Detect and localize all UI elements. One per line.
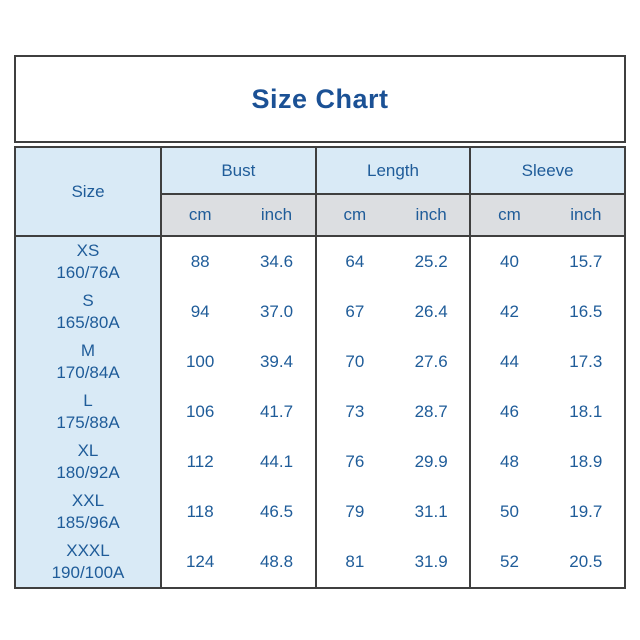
value-cell-bust-cm: 88	[161, 236, 239, 287]
size-spec: 180/92A	[56, 463, 120, 482]
group-header-row: Size Bust Length Sleeve	[15, 147, 625, 237]
value-cell-length-inch: 26.4	[392, 287, 471, 337]
value-cell-length-cm: 70	[314, 337, 393, 387]
value-cell-length-inch: 31.9	[392, 537, 471, 588]
value-cell-bust-inch: 41.7	[238, 387, 316, 437]
value-cell-sleeve-inch: 16.5	[547, 287, 625, 337]
table-row: S 165/80A 94 37.0 67 26.4 42 16.5	[15, 287, 625, 337]
column-header-length: Length	[314, 147, 471, 195]
size-cell: L 175/88A	[15, 387, 162, 437]
size-cell: M 170/84A	[15, 337, 162, 387]
column-header-size: Size	[15, 147, 162, 237]
unit-header-bust-cm: cm	[161, 194, 239, 237]
value-cell-sleeve-inch: 18.1	[547, 387, 625, 437]
value-cell-bust-cm: 118	[161, 487, 239, 537]
size-spec: 190/100A	[51, 563, 125, 582]
value-cell-sleeve-cm: 52	[469, 537, 548, 588]
size-chart-container: Size Chart Size Bust Length Sleeve cm in…	[14, 55, 626, 589]
table-row: XS 160/76A 88 34.6 64 25.2 40 15.7	[15, 236, 625, 287]
size-cell: XXXL 190/100A	[15, 537, 162, 588]
size-label: M	[80, 340, 96, 360]
page-title: Size Chart	[251, 83, 389, 114]
value-cell-bust-cm: 112	[161, 437, 239, 487]
value-cell-sleeve-cm: 40	[469, 236, 548, 287]
title-box: Size Chart	[14, 55, 626, 143]
size-table: Size Bust Length Sleeve cm inch cm inch …	[14, 146, 626, 589]
size-label: XL	[77, 440, 99, 460]
size-label: XS	[76, 240, 100, 260]
value-cell-sleeve-cm: 42	[469, 287, 548, 337]
value-cell-bust-inch: 39.4	[238, 337, 316, 387]
size-table-body: XS 160/76A 88 34.6 64 25.2 40 15.7 S 165/80A 94 37.…	[15, 236, 625, 588]
size-table-header: Size Bust Length Sleeve cm inch cm inch …	[15, 147, 625, 237]
value-cell-length-inch: 25.2	[392, 236, 471, 287]
value-cell-length-inch: 31.1	[392, 487, 471, 537]
value-cell-length-inch: 28.7	[392, 387, 471, 437]
unit-header-length-inch: inch	[392, 194, 471, 237]
value-cell-length-cm: 79	[314, 487, 393, 537]
size-label: XXXL	[66, 540, 110, 560]
unit-header-sleeve-cm: cm	[469, 194, 548, 237]
size-spec: 185/96A	[56, 513, 120, 532]
unit-header-bust-inch: inch	[238, 194, 316, 237]
size-label: L	[83, 390, 93, 410]
value-cell-sleeve-inch: 20.5	[547, 537, 625, 588]
value-cell-sleeve-inch: 15.7	[547, 236, 625, 287]
value-cell-bust-inch: 48.8	[238, 537, 316, 588]
value-cell-length-cm: 81	[314, 537, 393, 588]
table-row: XXL 185/96A 118 46.5 79 31.1 50 19.7	[15, 487, 625, 537]
size-label: S	[82, 290, 94, 310]
value-cell-sleeve-cm: 44	[469, 337, 548, 387]
value-cell-bust-inch: 34.6	[238, 236, 316, 287]
size-label: XXL	[71, 490, 105, 510]
value-cell-length-inch: 27.6	[392, 337, 471, 387]
value-cell-bust-inch: 46.5	[238, 487, 316, 537]
value-cell-length-cm: 76	[314, 437, 393, 487]
unit-header-sleeve-inch: inch	[547, 194, 625, 237]
size-spec: 175/88A	[56, 413, 120, 432]
value-cell-bust-cm: 94	[161, 287, 239, 337]
column-header-bust: Bust	[161, 147, 316, 195]
size-cell: XL 180/92A	[15, 437, 162, 487]
value-cell-length-inch: 29.9	[392, 437, 471, 487]
value-cell-sleeve-inch: 17.3	[547, 337, 625, 387]
table-row: XL 180/92A 112 44.1 76 29.9 48 18.9	[15, 437, 625, 487]
table-row: L 175/88A 106 41.7 73 28.7 46 18.1	[15, 387, 625, 437]
unit-header-row: cm inch cm inch cm inch	[15, 194, 625, 237]
column-header-sleeve: Sleeve	[469, 147, 625, 195]
table-row: XXXL 190/100A 124 48.8 81 31.9 52 20.5	[15, 537, 625, 588]
size-spec: 165/80A	[56, 313, 120, 332]
value-cell-sleeve-cm: 46	[469, 387, 548, 437]
size-cell: XS 160/76A	[15, 236, 162, 287]
value-cell-sleeve-cm: 48	[469, 437, 548, 487]
value-cell-bust-inch: 37.0	[238, 287, 316, 337]
size-spec: 160/76A	[56, 263, 120, 282]
unit-header-length-cm: cm	[314, 194, 393, 237]
value-cell-sleeve-inch: 18.9	[547, 437, 625, 487]
value-cell-bust-cm: 106	[161, 387, 239, 437]
value-cell-length-cm: 64	[314, 236, 393, 287]
value-cell-length-cm: 73	[314, 387, 393, 437]
value-cell-bust-inch: 44.1	[238, 437, 316, 487]
value-cell-length-cm: 67	[314, 287, 393, 337]
size-cell: S 165/80A	[15, 287, 162, 337]
table-row: M 170/84A 100 39.4 70 27.6 44 17.3	[15, 337, 625, 387]
size-spec: 170/84A	[56, 363, 120, 382]
value-cell-sleeve-inch: 19.7	[547, 487, 625, 537]
value-cell-sleeve-cm: 50	[469, 487, 548, 537]
size-cell: XXL 185/96A	[15, 487, 162, 537]
value-cell-bust-cm: 100	[161, 337, 239, 387]
value-cell-bust-cm: 124	[161, 537, 239, 588]
